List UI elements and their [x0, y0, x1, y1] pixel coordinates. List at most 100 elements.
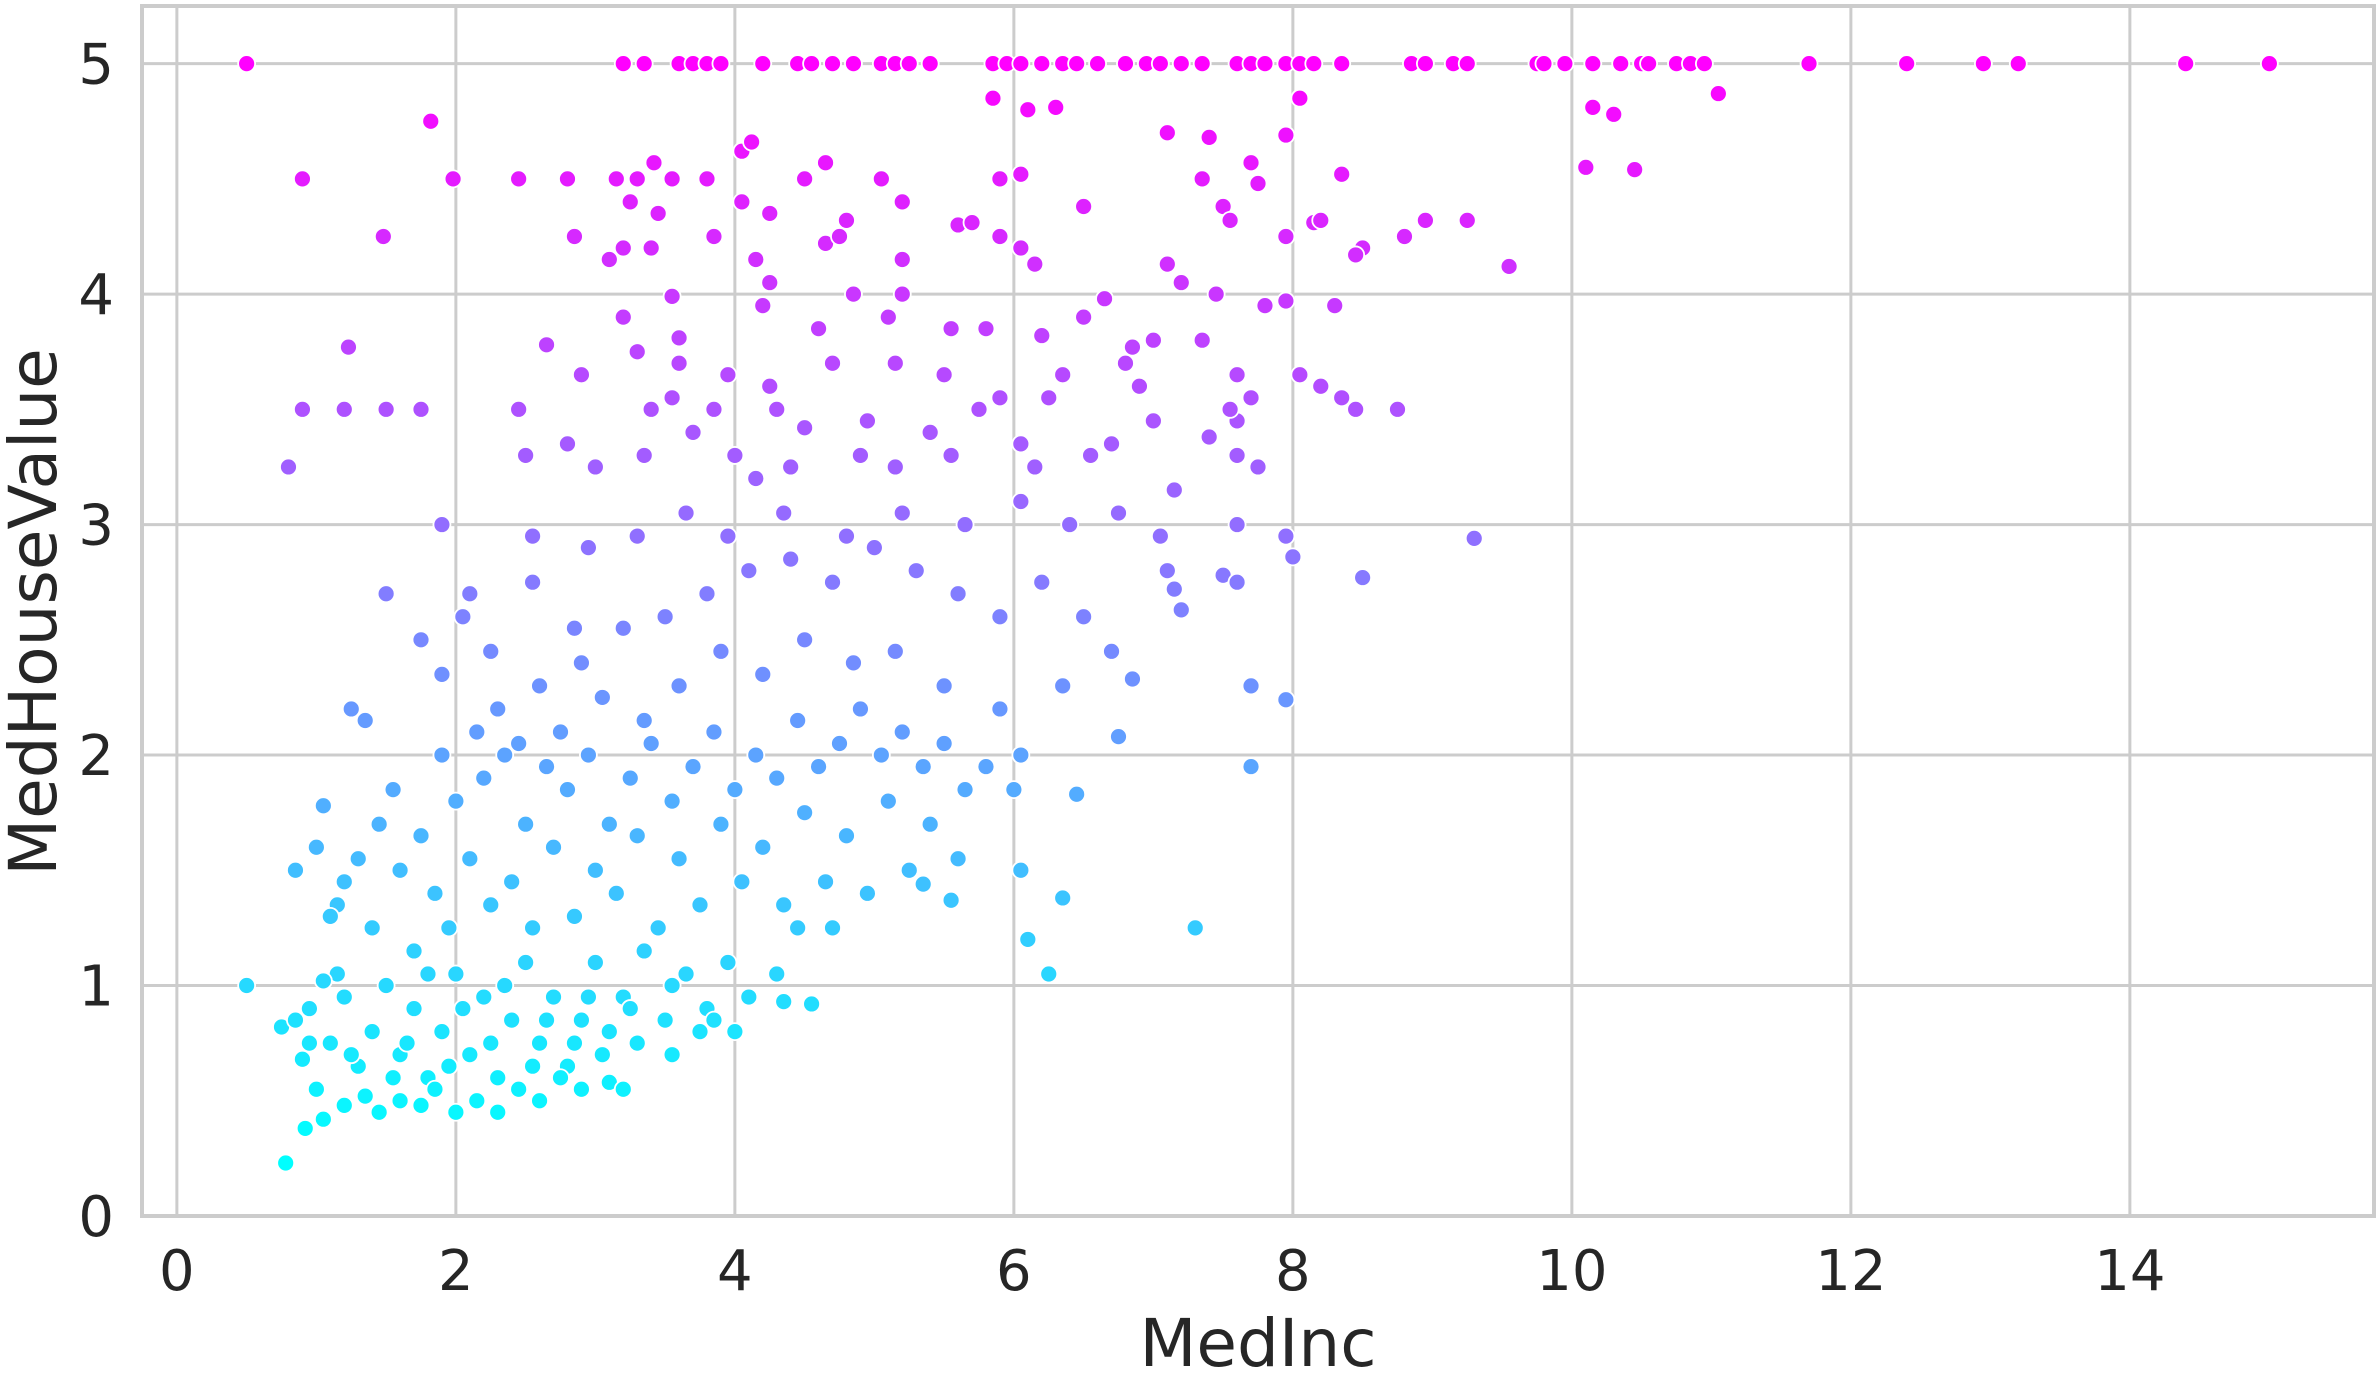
scatter-point	[781, 549, 801, 569]
scatter-point	[606, 883, 626, 903]
scatter-point	[565, 1033, 584, 1053]
scatter-point	[1060, 515, 1080, 534]
y-tick-label: 5	[78, 33, 114, 98]
scatter-point	[376, 584, 396, 604]
plot-frame	[140, 4, 2376, 1218]
scatter-point	[760, 376, 780, 396]
scatter-point	[774, 503, 794, 523]
scatter-point	[1241, 757, 1261, 776]
scatter-point	[1095, 289, 1114, 309]
scatter-point	[885, 353, 905, 373]
scatter-point	[746, 250, 766, 269]
scatter-point	[1283, 547, 1303, 567]
scatter-point	[369, 1102, 389, 1122]
scatter-point	[753, 837, 773, 857]
scatter-point	[802, 994, 821, 1014]
scatter-point	[1332, 388, 1352, 408]
scatter-point	[1555, 54, 1575, 74]
scatter-point	[1227, 446, 1247, 465]
scatter-point	[418, 964, 438, 984]
scatter-point	[1116, 353, 1135, 373]
scatter-point	[662, 169, 682, 189]
scatter-point	[823, 918, 842, 938]
scatter-point	[362, 1022, 382, 1042]
scatter-point	[816, 872, 835, 892]
scatter-point	[509, 169, 529, 189]
scatter-point	[885, 641, 905, 661]
scatter-point	[334, 987, 354, 1007]
scatter-point	[572, 653, 591, 673]
scatter-point	[425, 1079, 445, 1099]
scatter-point	[334, 872, 354, 892]
scatter-point	[892, 250, 912, 269]
scatter-point	[697, 169, 717, 189]
scatter-point	[634, 941, 654, 961]
scatter-point	[1109, 503, 1128, 523]
scatter-point	[1025, 457, 1045, 477]
scatter-point	[1067, 54, 1087, 74]
scatter-point	[376, 399, 396, 419]
scatter-point	[976, 757, 996, 776]
scatter-point	[767, 964, 787, 984]
scatter-point	[369, 814, 389, 834]
scatter-point	[404, 941, 424, 961]
scatter-point	[844, 284, 863, 304]
scatter-point	[941, 319, 961, 339]
scatter-point	[1102, 641, 1121, 661]
scatter-point	[474, 987, 494, 1007]
scatter-point	[627, 526, 647, 546]
scatter-point	[1388, 399, 1407, 419]
scatter-point	[711, 54, 731, 74]
scatter-point	[1346, 399, 1366, 419]
scatter-point	[620, 192, 640, 212]
scatter-point	[404, 999, 424, 1018]
scatter-point	[523, 572, 542, 592]
scatter-point	[1708, 84, 1728, 103]
scatter-point	[683, 422, 703, 442]
scatter-point	[788, 918, 808, 938]
scatter-point	[1053, 365, 1073, 385]
scatter-point	[295, 1119, 315, 1138]
scatter-point	[830, 734, 849, 753]
scatter-point	[662, 388, 682, 408]
scatter-point	[788, 711, 808, 730]
scatter-point	[1116, 54, 1135, 74]
scatter-point	[306, 837, 326, 857]
scatter-point	[718, 526, 738, 546]
scatter-point	[711, 641, 731, 661]
scatter-point	[704, 399, 724, 419]
x-tick-label: 0	[159, 1239, 195, 1304]
scatter-point	[523, 918, 542, 938]
y-tick-label: 3	[78, 494, 114, 559]
scatter-point	[1011, 164, 1031, 184]
scatter-point	[1464, 529, 1484, 548]
y-axis-title: MedHouseValue	[0, 348, 72, 876]
scatter-point	[1074, 197, 1094, 216]
scatter-point	[599, 814, 619, 834]
scatter-point	[885, 457, 905, 477]
scatter-point	[1164, 579, 1184, 599]
scatter-point	[878, 307, 898, 327]
scatter-point	[1395, 227, 1414, 246]
scatter-point	[955, 780, 975, 800]
scatter-point	[878, 791, 898, 811]
scatter-point	[565, 906, 584, 926]
scatter-point	[920, 422, 940, 442]
scatter-point	[1164, 480, 1184, 500]
scatter-point	[339, 337, 358, 357]
scatter-point	[1157, 561, 1177, 581]
scatter-point	[579, 987, 598, 1007]
scatter-point	[676, 503, 696, 523]
scatter-point	[934, 365, 954, 385]
scatter-point	[348, 849, 368, 869]
scatter-point	[983, 88, 1003, 108]
scatter-point	[725, 446, 745, 465]
scatter-point	[488, 699, 508, 719]
scatter-point	[976, 319, 996, 339]
scatter-point	[690, 895, 710, 915]
scatter-point	[704, 722, 724, 742]
scatter-point	[753, 664, 773, 684]
scatter-point	[599, 250, 619, 269]
scatter-point	[934, 734, 954, 753]
